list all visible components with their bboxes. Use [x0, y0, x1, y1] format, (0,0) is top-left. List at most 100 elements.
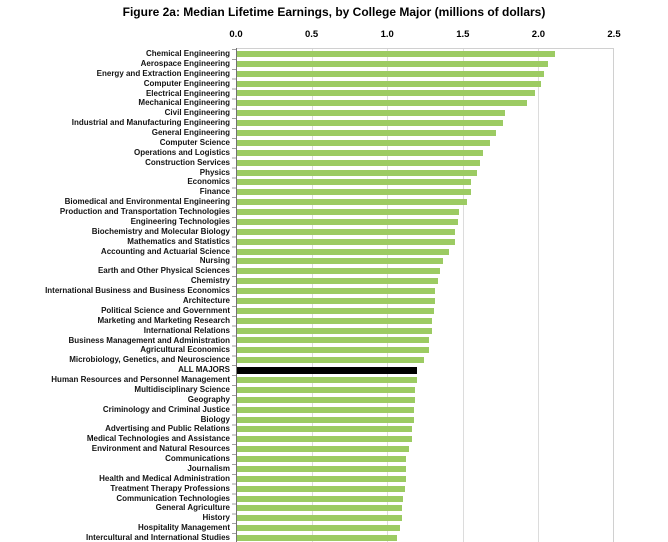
category-label: Engineering Technologies	[130, 216, 230, 226]
category-label: Human Resources and Personnel Management	[51, 375, 230, 385]
bar-all-majors-highlight	[237, 366, 417, 374]
category-label: General Agriculture	[155, 503, 230, 513]
category-label: Microbiology, Genetics, and Neuroscience	[69, 355, 230, 365]
category-label: Accounting and Actuarial Science	[100, 246, 230, 256]
category-label: Mathematics and Statistics	[127, 236, 230, 246]
bar	[237, 100, 528, 107]
category-label: Political Science and Government	[101, 305, 230, 315]
category-label: Chemical Engineering	[145, 49, 230, 58]
category-label: General Engineering	[151, 128, 230, 138]
category-label: Operations and Logistics	[133, 147, 230, 157]
bar	[237, 110, 505, 117]
bar	[237, 337, 430, 344]
bar	[237, 297, 436, 304]
category-label: Environment and Natural Resources	[91, 444, 230, 454]
category-label: Physics	[199, 167, 230, 177]
bar	[237, 248, 449, 255]
bar	[237, 347, 430, 354]
bar	[237, 485, 405, 492]
bar	[237, 60, 549, 67]
gridline	[311, 48, 313, 542]
category-label: Nursing	[199, 256, 230, 266]
x-tick-label: 2.0	[531, 29, 545, 40]
bar	[237, 505, 402, 512]
bar	[237, 495, 404, 502]
category-label: Treatment Therapy Professions	[110, 483, 230, 493]
gridline	[387, 48, 389, 542]
category-label: Journalism	[187, 463, 230, 473]
bar	[237, 199, 467, 206]
plot-area: Chemical Engineering Aerospace Engineerin…	[0, 48, 668, 542]
bar	[237, 426, 413, 433]
category-label: Aerospace Engineering	[140, 58, 230, 68]
category-label: Civil Engineering	[164, 108, 230, 118]
bar	[237, 357, 425, 364]
category-label: History	[202, 513, 230, 523]
bar	[237, 278, 439, 285]
category-label: Biochemistry and Molecular Biology	[91, 226, 230, 236]
category-label: Mechanical Engineering	[138, 98, 230, 108]
bar	[237, 436, 413, 443]
category-label: Architecture	[182, 296, 230, 305]
bar	[237, 288, 436, 295]
category-label: Computer Engineering	[143, 78, 230, 88]
bar	[237, 139, 490, 146]
x-axis: 0.0 0.5 1.0 1.5 2.0 2.5	[0, 29, 668, 43]
bar	[237, 129, 496, 136]
bar	[237, 238, 455, 245]
category-label: International Business and Business Econ…	[45, 286, 230, 296]
bar	[237, 465, 407, 472]
bar	[237, 228, 455, 235]
bar	[237, 149, 484, 156]
category-label: ALL MAJORS	[178, 365, 230, 375]
x-tick-label: 2.5	[607, 29, 621, 40]
bar	[237, 50, 555, 57]
category-label: Business Management and Administration	[68, 335, 230, 345]
category-label: Criminology and Criminal Justice	[102, 404, 230, 414]
gridline	[538, 48, 540, 542]
category-label: Geography	[187, 394, 230, 404]
bar	[237, 416, 414, 423]
bar	[237, 406, 414, 413]
category-label: Multidisciplinary Science	[134, 384, 230, 394]
category-label: Intercultural and International Studies	[85, 533, 230, 542]
bar	[237, 317, 433, 324]
bar	[237, 70, 544, 77]
x-tick-label: 0.0	[229, 29, 243, 40]
bar	[237, 209, 460, 216]
category-label: Communication Technologies	[116, 493, 230, 503]
category-label: Production and Transportation Technologi…	[59, 207, 230, 217]
bar	[237, 268, 440, 275]
bar	[237, 218, 458, 225]
bar	[237, 179, 472, 186]
category-label: Electrical Engineering	[145, 88, 230, 98]
category-label: Construction Services	[145, 157, 230, 167]
bar	[237, 258, 443, 265]
bar	[237, 80, 541, 87]
bar	[237, 327, 433, 334]
y-axis-line	[236, 48, 237, 542]
gridline	[462, 48, 464, 542]
category-label: Biomedical and Environmental Engineering	[64, 197, 230, 207]
category-label: Computer Science	[159, 137, 230, 147]
bar	[237, 386, 416, 393]
bar	[237, 535, 398, 542]
category-label: Advertising and Public Relations	[105, 424, 230, 434]
bar	[237, 189, 472, 196]
bar	[237, 475, 407, 482]
bar	[237, 169, 478, 176]
category-label: International Relations	[143, 325, 230, 335]
bar	[237, 456, 407, 463]
x-tick-label: 1.5	[456, 29, 470, 40]
bar	[237, 515, 402, 522]
bar	[237, 396, 416, 403]
category-label: Industrial and Manufacturing Engineering	[71, 118, 230, 128]
bar	[237, 90, 535, 97]
category-label: Economics	[187, 177, 230, 187]
category-label: Chemistry	[190, 276, 230, 286]
bar	[237, 120, 504, 127]
category-label: Medical Technologies and Assistance	[86, 434, 230, 444]
category-label: Biology	[200, 414, 230, 424]
y-axis-tick-marks	[232, 49, 236, 542]
